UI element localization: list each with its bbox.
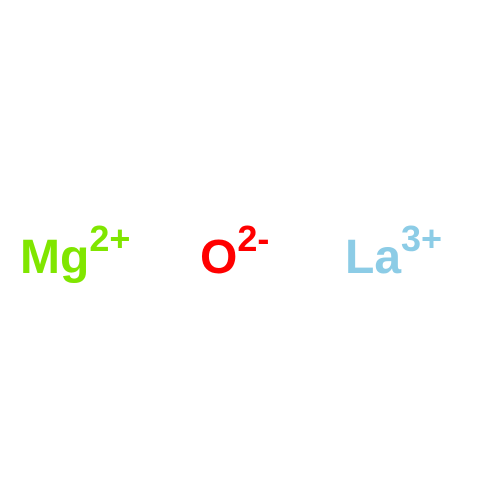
ion-la-charge: 3+ (401, 218, 442, 259)
ion-la-symbol: La (345, 231, 401, 284)
ion-la: La3+ (345, 230, 442, 285)
ion-mg-charge: 2+ (89, 218, 130, 259)
ion-o: O2- (200, 230, 269, 285)
chem-canvas: Mg2+ O2- La3+ (0, 0, 500, 500)
ion-o-symbol: O (200, 231, 237, 284)
ion-mg: Mg2+ (20, 230, 130, 285)
ion-mg-symbol: Mg (20, 231, 89, 284)
ion-o-charge: 2- (237, 218, 269, 259)
